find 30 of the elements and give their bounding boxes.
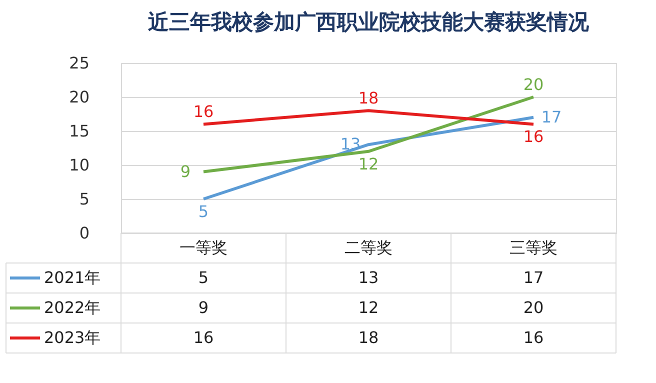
x-tick-label: 三等奖: [510, 238, 558, 257]
annotation: 16: [193, 102, 214, 122]
data-label: 13: [358, 268, 379, 287]
data-label: 9: [198, 298, 209, 317]
data-label: 5: [198, 268, 209, 287]
annotation: 20: [523, 75, 544, 94]
legend-label: 2023年: [44, 328, 101, 347]
data-label: 16: [523, 328, 544, 347]
chart-title: 近三年我校参加广西职业院校技能大赛获奖情况: [147, 10, 590, 34]
annotation: 18: [358, 88, 379, 108]
y-tick-label: 20: [69, 88, 90, 106]
data-label: 18: [358, 328, 379, 347]
x-tick-label: 二等奖: [344, 238, 392, 257]
y-tick-label: 15: [69, 122, 90, 140]
annotation: 5: [198, 202, 209, 221]
y-tick-label: 0: [79, 224, 90, 242]
data-label: 17: [523, 268, 544, 287]
annotation: 16: [523, 127, 544, 146]
y-tick-label: 10: [69, 156, 90, 174]
y-tick-label: 25: [69, 54, 90, 72]
data-label: 12: [358, 298, 379, 317]
annotation: 12: [358, 154, 379, 174]
y-tick-label: 5: [79, 190, 90, 208]
data-label: 16: [193, 328, 214, 347]
annotation: 17: [541, 107, 562, 126]
x-tick-label: 一等奖: [180, 238, 228, 257]
annotation: 9: [180, 162, 191, 181]
legend-label: 2021年: [44, 268, 101, 287]
legend-label: 2022年: [44, 298, 101, 317]
data-label: 20: [523, 298, 544, 317]
